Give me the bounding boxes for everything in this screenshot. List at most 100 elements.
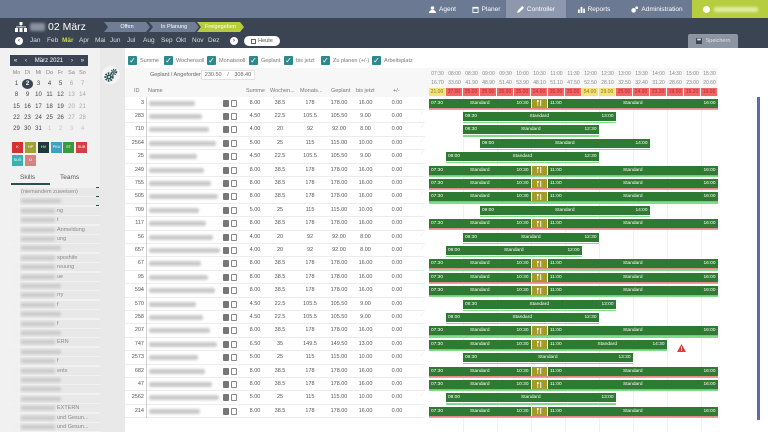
copy-icon[interactable] [231,247,237,254]
break-block[interactable] [532,98,547,108]
calendar-day[interactable]: 16 [24,103,31,110]
table-row[interactable]: 3 8.00 38.5 178 178.00 16.00 0.00 ⁄ [125,96,425,110]
calendar-day[interactable]: 24 [35,114,42,121]
employee-name-redacted[interactable] [149,274,208,280]
list-item[interactable]: ✓ [10,197,100,206]
break-block[interactable] [532,272,547,282]
calendar-day[interactable]: 25 [46,114,53,121]
calendar-day[interactable]: 3 [36,81,41,87]
clipboard-icon[interactable] [223,407,229,415]
filter-geplant[interactable]: ✓ Geplant [249,56,280,65]
calendar-day[interactable]: 27 [68,114,75,121]
absence-chip-hv[interactable]: HV [38,142,49,153]
edit-icon[interactable]: ⁄ [422,271,423,278]
filter-arbeitsplatz[interactable]: ✓ Arbeitsplatz [372,56,413,65]
list-item[interactable]: ✓ f [10,300,100,309]
list-item[interactable]: ✓ ung [10,235,100,243]
checkbox-checked-icon[interactable]: ✓ [284,56,293,65]
employee-name-redacted[interactable] [149,301,196,307]
clipboard-icon[interactable] [223,193,229,201]
month-aug[interactable]: Aug [143,37,155,44]
shift-bar[interactable]: 11:00 Standard 16:00 [548,98,718,108]
calendar-day[interactable]: 20 [68,103,75,110]
month-jan[interactable]: Jan [30,37,41,44]
edit-icon[interactable]: ⁄ [422,218,423,225]
absence-chip-st[interactable]: ST [63,142,74,153]
absence-chip-hp[interactable]: HP [25,142,36,153]
clipboard-icon[interactable] [223,327,229,335]
edit-icon[interactable]: ⁄ [422,231,423,238]
table-row[interactable]: 207 8.00 38.5 178 178.00 16.00 0.00 ⁄ [125,324,425,338]
list-item[interactable]: ✓ ERN [10,338,100,347]
list-item[interactable]: ✓ f [10,357,100,366]
copy-icon[interactable] [231,99,237,107]
shift-bar[interactable]: 08:00 Standard 12:00 [446,246,582,255]
month-jun[interactable]: Jun [110,37,121,44]
table-row[interactable]: 710 4.00 20 92 92.00 8.00 0.00 ⁄ [125,123,425,137]
month-dez[interactable]: Dez [208,37,220,44]
calendar-day[interactable]: 15 [13,103,20,110]
calendar-day[interactable]: 12 [57,92,64,99]
table-row[interactable]: 47 8.00 38.5 178 178.00 16.00 0.00 ⁄ [125,378,425,392]
shift-bar[interactable]: 07:30 Standard 10:30 [429,259,531,269]
copy-icon[interactable] [231,180,237,187]
break-block[interactable] [532,259,547,269]
clipboard-icon[interactable] [223,166,229,174]
clipboard-icon[interactable] [223,340,229,348]
calendar-day[interactable]: 7 [80,81,85,87]
calendar-day[interactable]: 19 [57,103,64,110]
month-sep[interactable]: Sep [161,37,173,44]
calendar-day[interactable]: 26 [57,114,64,121]
edit-icon[interactable]: ⁄ [422,137,423,144]
step-in-planung[interactable]: In Planung [149,22,199,32]
nav-agent[interactable]: Agent [415,0,470,18]
list-item[interactable]: ✓ [10,347,100,356]
break-block[interactable] [532,366,547,376]
edit-icon[interactable]: ⁄ [422,111,423,117]
copy-icon[interactable] [231,327,237,335]
copy-icon[interactable] [231,354,237,362]
shift-bar[interactable]: 07:30 Standard 10:30 [429,192,531,202]
employee-name-redacted[interactable] [149,154,197,160]
list-item[interactable]: ✓ [10,385,100,394]
shift-bar[interactable]: 07:30 Standard 10:30 [429,326,531,336]
copy-icon[interactable] [231,233,237,241]
shift-bar[interactable]: 08:30 Standard 13:00 [463,299,616,309]
table-row[interactable]: 214 8.00 38.5 178 178.00 16.00 0.00 ⁄ [125,404,425,419]
calendar-day[interactable]: 4 [47,81,52,87]
month-feb[interactable]: Feb [47,37,59,44]
month-okt[interactable]: Okt [176,37,187,44]
calendar-day[interactable]: 22 [13,114,20,121]
today-button[interactable]: Heute [244,36,280,46]
column-header-name[interactable]: Name [148,88,163,94]
nav-administration[interactable]: Administration [625,0,689,18]
list-item[interactable]: ✓ (niemandem zuweisen) [10,188,100,196]
next-month-button[interactable]: › [230,37,238,45]
table-row[interactable]: 2562 5.00 25 115 115.00 10.00 0.00 ⁄ [125,391,425,405]
shift-bar[interactable]: 07:30 Standard 10:30 [429,286,531,296]
nav-planer[interactable]: Planer [466,0,506,18]
clipboard-icon[interactable] [223,180,229,187]
edit-icon[interactable]: ⁄ [422,258,423,265]
shift-bar[interactable]: 08:00 Standard 12:30 [446,152,599,162]
calendar-day[interactable]: 8 [14,92,19,99]
shift-bar[interactable]: 11:00 Standard 14:30 [548,339,667,349]
edit-icon[interactable]: ⁄ [422,325,423,332]
month-jul[interactable]: Jul [127,37,136,44]
checkbox-checked-icon[interactable]: ✓ [249,56,258,65]
employee-name-redacted[interactable] [149,368,205,374]
copy-icon[interactable] [231,153,237,161]
table-row[interactable]: 709 5.00 25 115 115.00 10.00 0.00 ⁄ [125,203,425,218]
employee-name-redacted[interactable] [149,140,216,146]
copy-icon[interactable] [231,113,237,120]
calendar-day[interactable]: 29 [13,126,20,133]
list-item[interactable]: ✓ t [10,216,100,225]
employee-name-redacted[interactable] [149,395,219,401]
table-row[interactable]: 682 8.00 38.5 178 178.00 16.00 0.00 ⁄ [125,364,425,378]
break-block[interactable] [532,179,547,188]
clipboard-icon[interactable] [223,314,229,321]
edit-icon[interactable]: ⁄ [422,298,423,305]
copy-icon[interactable] [231,287,237,295]
shift-bar[interactable]: 09:00 Standard 14:00 [480,138,650,148]
break-block[interactable] [532,406,547,416]
